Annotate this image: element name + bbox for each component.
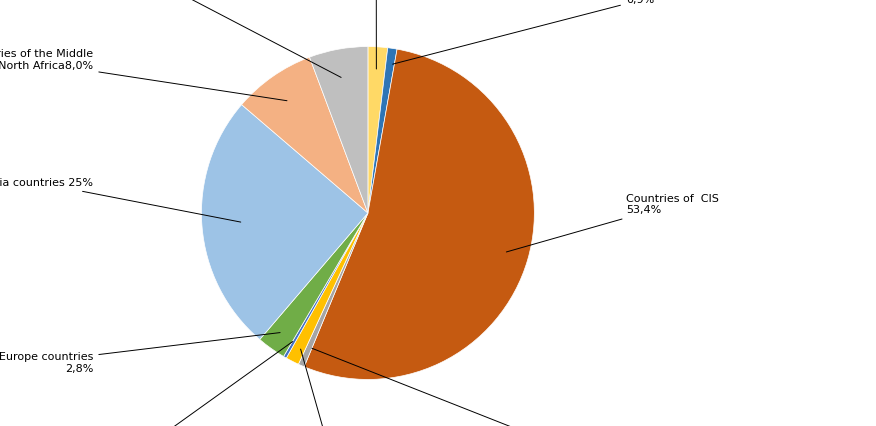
Wedge shape <box>309 46 368 213</box>
Text: West Europe countries
2,8%: West Europe countries 2,8% <box>0 333 280 374</box>
Wedge shape <box>286 213 368 364</box>
Wedge shape <box>260 213 368 357</box>
Text: Baltic countries 0,6%: Baltic countries 0,6% <box>312 348 653 426</box>
Wedge shape <box>299 213 368 367</box>
Text: East European and Balkan
countries1,3%: East European and Balkan countries1,3% <box>270 349 416 426</box>
Text: Asia countries 25%: Asia countries 25% <box>0 178 241 222</box>
Wedge shape <box>304 49 534 380</box>
Wedge shape <box>368 46 388 213</box>
Text: Countries of Latin America
1,9%: Countries of Latin America 1,9% <box>302 0 450 69</box>
Text: Countries of  CIS
53,4%: Countries of CIS 53,4% <box>506 194 719 252</box>
Wedge shape <box>284 213 368 358</box>
Text: North Europe countries
0,3%: North Europe countries 0,3% <box>55 342 293 426</box>
Wedge shape <box>368 48 397 213</box>
Wedge shape <box>242 57 368 213</box>
Text: Africa countries (except
North Africa) 5,7%: Africa countries (except North Africa) 5… <box>36 0 341 78</box>
Wedge shape <box>201 105 368 340</box>
Text: Countries of the Middle
East and North Africa8,0%: Countries of the Middle East and North A… <box>0 49 287 101</box>
Text: Countries of North
America and Oceania
0,9%: Countries of North America and Oceania 0… <box>392 0 745 64</box>
